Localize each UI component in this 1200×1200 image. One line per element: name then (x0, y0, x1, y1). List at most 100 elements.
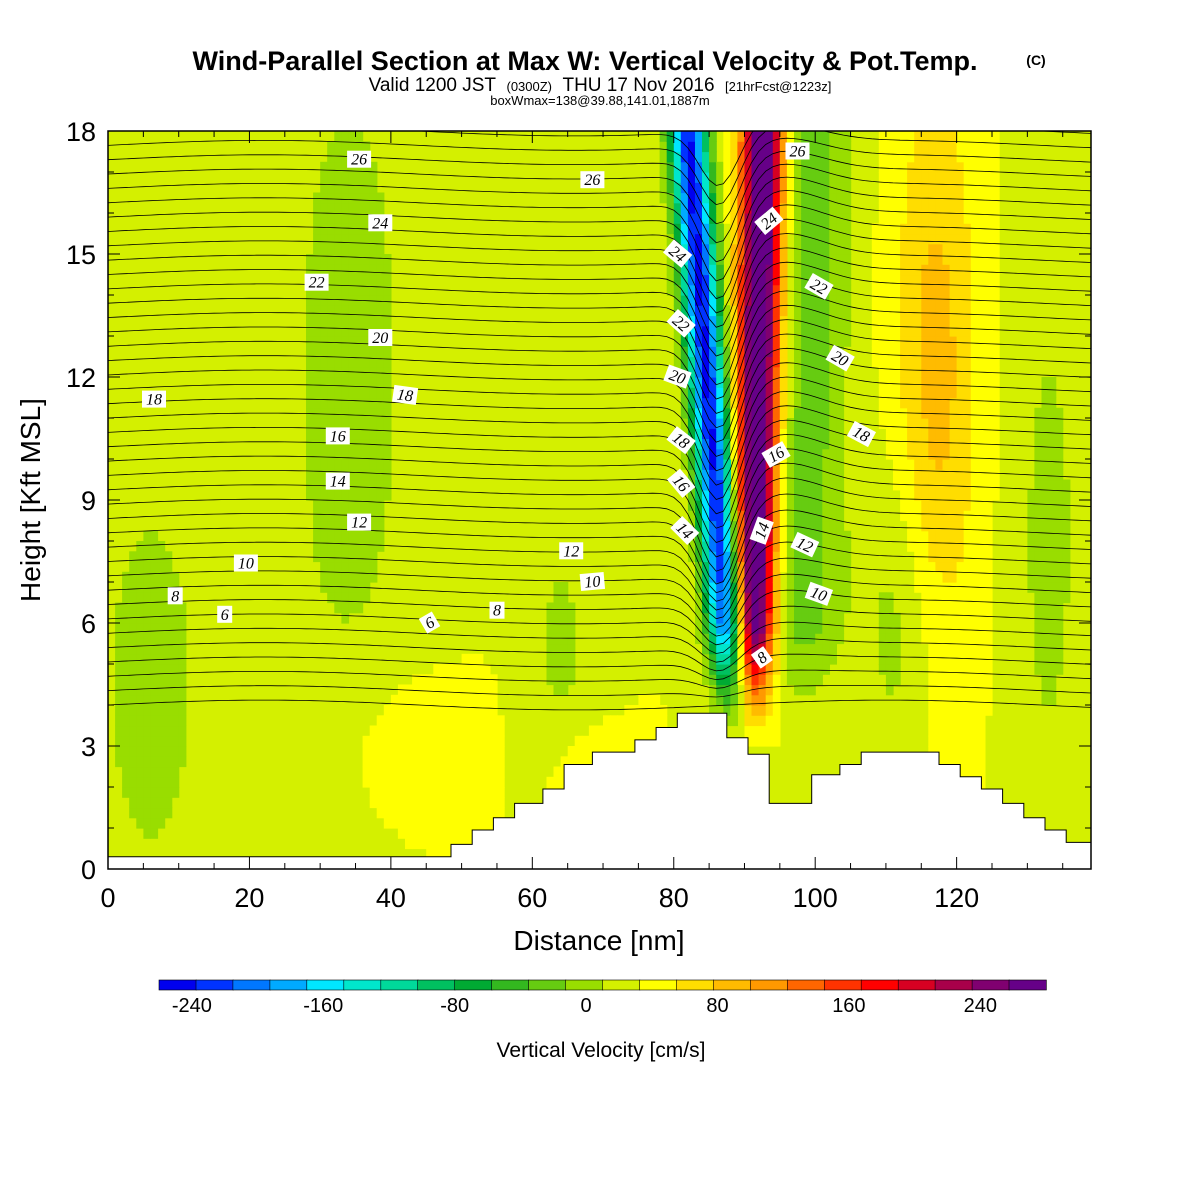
velocity-cell (935, 418, 944, 429)
velocity-cell (136, 746, 144, 757)
contour-label-bg (785, 142, 810, 160)
velocity-cell (963, 705, 972, 716)
velocity-cell (164, 787, 173, 798)
velocity-cell (1048, 612, 1057, 624)
velocity-cell (1055, 571, 1064, 583)
velocity-cell (992, 459, 1000, 470)
velocity-cell (963, 756, 972, 768)
velocity-cell (376, 233, 385, 245)
velocity-cell (765, 541, 774, 552)
velocity-cell (921, 428, 929, 440)
contour-label-bg (754, 206, 784, 236)
velocity-cell (341, 592, 350, 604)
velocity-cell (695, 551, 703, 563)
velocity-cell (334, 510, 342, 522)
velocity-cell (610, 735, 618, 747)
velocity-cell (758, 623, 767, 634)
velocity-cell (893, 274, 901, 286)
velocity-cell (355, 254, 364, 265)
velocity-cell (320, 418, 328, 429)
velocity-cell (758, 674, 767, 686)
velocity-cell (1062, 582, 1071, 593)
velocity-cell (843, 192, 852, 204)
velocity-cell (341, 612, 350, 624)
velocity-cell (772, 438, 781, 450)
velocity-cell (794, 438, 802, 450)
velocity-cell (716, 551, 724, 563)
velocity-cell (801, 459, 809, 470)
isentrope-line (108, 509, 1091, 602)
velocity-cell (836, 141, 845, 153)
velocity-cell (921, 254, 929, 265)
velocity-cell (779, 387, 788, 399)
velocity-cell (327, 151, 335, 163)
x-tick-label: 80 (659, 883, 689, 913)
velocity-cell (871, 325, 880, 337)
velocity-cell (150, 530, 159, 542)
velocity-cell (984, 602, 993, 614)
velocity-cell (914, 520, 922, 532)
velocity-cell (928, 254, 936, 265)
velocity-cell (730, 336, 738, 347)
velocity-cell (963, 161, 972, 173)
velocity-cell (709, 387, 717, 399)
velocity-cell (426, 838, 434, 850)
velocity-cell (984, 489, 993, 501)
velocity-cell (928, 305, 936, 317)
velocity-cell (1027, 551, 1036, 563)
velocity-cell (709, 551, 717, 563)
velocity-cell (136, 674, 144, 686)
velocity-cell (702, 254, 710, 265)
velocity-cell (914, 366, 922, 378)
isentrope-line (108, 276, 1091, 386)
velocity-cell (468, 674, 477, 686)
velocity-cell (553, 612, 562, 624)
velocity-cell (928, 428, 936, 440)
velocity-cell (949, 612, 958, 624)
velocity-cell (433, 694, 441, 706)
velocity-cell (143, 756, 152, 768)
velocity-cell (992, 151, 1000, 163)
velocity-cell (914, 397, 922, 409)
velocity-cell (405, 725, 413, 737)
velocity-cell (935, 479, 944, 491)
velocity-cell (440, 797, 449, 809)
velocity-cell (751, 377, 760, 388)
velocity-cell (489, 684, 498, 696)
velocity-cell (171, 612, 180, 624)
velocity-cell (702, 264, 710, 276)
velocity-cell (369, 797, 378, 809)
velocity-cell (970, 274, 979, 286)
velocity-cell (320, 561, 328, 573)
velocity-cell (1041, 407, 1050, 419)
velocity-cell (327, 500, 335, 511)
velocity-cell (348, 315, 357, 327)
velocity-cell (963, 530, 972, 542)
velocity-cell (348, 500, 357, 511)
velocity-cell (992, 264, 1000, 276)
velocity-cell (935, 325, 944, 337)
velocity-cell (977, 612, 986, 624)
velocity-cell (942, 653, 951, 665)
velocity-cell (143, 705, 152, 716)
velocity-cell (489, 715, 498, 727)
velocity-cell (822, 192, 830, 204)
velocity-cell (673, 131, 682, 142)
velocity-cell (716, 653, 724, 665)
contour-label: 18 (666, 426, 696, 455)
velocity-cell (928, 336, 936, 347)
velocity-cell (341, 336, 350, 347)
isentrope-line (108, 137, 1091, 225)
velocity-cell (383, 346, 392, 358)
velocity-cell (1062, 489, 1071, 501)
isentrope-line (108, 131, 1091, 186)
velocity-cell (1041, 551, 1050, 563)
velocity-cell (956, 582, 965, 593)
velocity-cell (893, 325, 901, 337)
velocity-cell (178, 623, 187, 634)
velocity-cell (914, 428, 922, 440)
velocity-cell (164, 674, 173, 686)
velocity-cell (801, 582, 809, 593)
velocity-cell (369, 254, 378, 265)
velocity-cell (440, 746, 449, 757)
